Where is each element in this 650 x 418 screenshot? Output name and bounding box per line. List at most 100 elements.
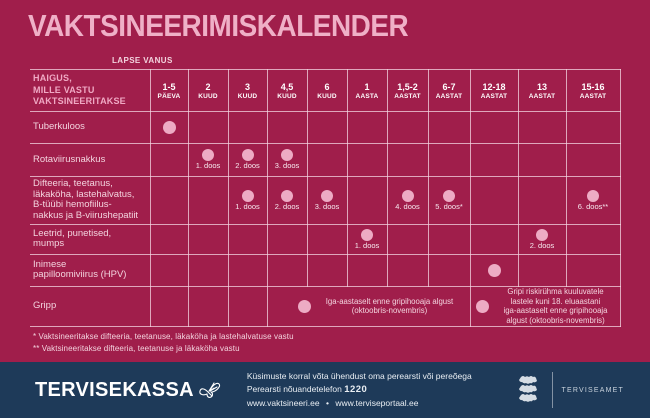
flu-note: Gripi riskirühma kuuluvatele lastele kun… [503, 287, 608, 325]
contact-info: Küsimuste korral võta ühendust oma perea… [247, 370, 472, 410]
table-header-row: HAIGUS, MILLE VASTU VAKTSINEERITAKSE 1-5 P… [30, 69, 621, 112]
table-cell: Gripi riskirühma kuuluvatele lastele kun… [469, 285, 621, 327]
table-cell [187, 223, 229, 255]
table-cell [427, 143, 471, 177]
dose-label: 3. doos [274, 161, 300, 171]
contact-line: Küsimuste korral võta ühendust oma perea… [246, 371, 472, 382]
table-cell [565, 111, 621, 144]
footer-divider [551, 372, 553, 408]
table-cell [266, 253, 308, 287]
dose-label: 5. doos* [435, 201, 463, 211]
table-cell: 2. doos [266, 176, 308, 225]
age-column-header: 1,5-2 AASTAT [386, 69, 429, 112]
dose-label: 3. doos [314, 201, 340, 211]
agency-name: TERVISEAMET [561, 386, 624, 394]
table-cell [346, 176, 388, 225]
table-cell [306, 253, 348, 287]
dose-dot [241, 189, 254, 202]
age-unit: AASTA [355, 92, 379, 100]
dose-dot [443, 189, 455, 202]
dose-dot [401, 189, 414, 202]
dose-label: 2. doos [274, 201, 300, 211]
table-cell [517, 253, 567, 287]
age-value: 1,5-2 [397, 81, 418, 92]
dose-dot [487, 263, 501, 277]
table-row: Inimese papilloomiviirus (HPV) [30, 253, 621, 287]
age-value: 1 [364, 81, 370, 92]
table-cell [517, 111, 567, 144]
flu-note: Iga-aastaselt enne gripihooaja algust (o… [325, 296, 454, 316]
corner-header: HAIGUS, MILLE VASTU VAKTSINEERITAKSE [30, 69, 151, 112]
age-value: 1-5 [162, 81, 176, 92]
table-cell [149, 176, 189, 225]
dose-label: 2. doos [235, 161, 260, 171]
website-vaktsineeri: www.vaktsineeri.ee [246, 398, 320, 409]
table-cell [346, 143, 388, 177]
age-unit: KUUD [277, 92, 297, 100]
dose-dot [297, 299, 311, 313]
table-cell [469, 143, 519, 177]
age-value: 13 [536, 81, 547, 92]
table-cell [469, 111, 519, 144]
footnotes: * Vaktsineeritakse difteeria, teetanuse,… [33, 331, 294, 354]
dose-label: 1. doos [235, 201, 260, 211]
table-cell [149, 111, 189, 144]
age-value: 2 [205, 81, 211, 92]
dose-dot [202, 149, 214, 162]
table-cell: 5. doos* [427, 176, 471, 225]
tervisekassa-logo: TERVISEKASSA [35, 379, 222, 402]
age-column-header: 15-16 AASTAT [565, 69, 621, 112]
age-column-header: 4,5 KUUD [266, 69, 308, 112]
table-cell [187, 285, 229, 327]
footnote-1: * Vaktsineeritakse difteeria, teetanuse,… [33, 332, 294, 341]
table-cell: 2. doos [227, 143, 268, 177]
table-cell [149, 223, 189, 255]
age-value: 6 [324, 81, 330, 92]
table-row: Rotaviirusnakkus 1. doos 2. doos 3. doos [30, 143, 621, 177]
table-cell [306, 111, 348, 144]
dose-dot [536, 228, 548, 241]
disease-label: Leetrid, punetised, mumps [30, 223, 151, 255]
age-unit: AASTAT [480, 92, 508, 100]
age-value: 3 [244, 81, 250, 92]
dose-label: 6. doos** [577, 201, 609, 211]
age-unit: KUUD [198, 92, 218, 100]
table-row: Tuberkuloos [30, 111, 621, 144]
table-cell [386, 223, 429, 255]
table-cell [565, 253, 621, 287]
brand-name: TERVISEKASSA [35, 378, 194, 401]
table-cell [187, 176, 229, 225]
table-cell [346, 253, 388, 287]
dose-dot [587, 189, 599, 202]
table-cell [227, 111, 268, 144]
table-cell [565, 223, 621, 255]
table-cell [266, 111, 308, 144]
websites-line: www.vaktsineeri.ee • www.terviseportaal.… [247, 397, 472, 410]
age-unit: PÄEVA [157, 92, 181, 100]
dose-dot [475, 299, 489, 313]
website-terviseportaal: www.terviseportaal.ee [335, 398, 419, 409]
age-column-header: 1-5 PÄEVA [149, 69, 189, 112]
phone-line: Perearsti nõuandetelefon 1220 [246, 383, 368, 395]
dose-label: 4. doos [395, 201, 420, 211]
disease-label: Inimese papilloomiviirus (HPV) [30, 253, 151, 287]
table-cell: 3. doos [266, 143, 308, 177]
table-cell: 1. doos [227, 176, 268, 225]
table-row: Gripp Iga-aastaselt enne gripihooaja algu… [30, 285, 621, 327]
table-cell: 3. doos [306, 176, 348, 225]
table-row: Difteeria, teetanus, läkaköha, lastehalv… [30, 176, 621, 225]
age-unit: KUUD [317, 92, 337, 100]
disease-label: Gripp [30, 285, 151, 327]
table-cell [187, 253, 229, 287]
table-cell [386, 253, 429, 287]
dose-dot [281, 189, 293, 202]
dose-dot [162, 121, 176, 134]
age-value: 15-16 [581, 81, 605, 92]
age-column-header: 3 KUUD [227, 69, 268, 112]
table-cell [149, 253, 189, 287]
estonian-coat-of-arms-icon [517, 375, 543, 405]
table-cell [565, 143, 621, 177]
dose-label: 2. doos [529, 240, 555, 250]
table-cell [517, 176, 567, 225]
table-cell [386, 111, 429, 144]
